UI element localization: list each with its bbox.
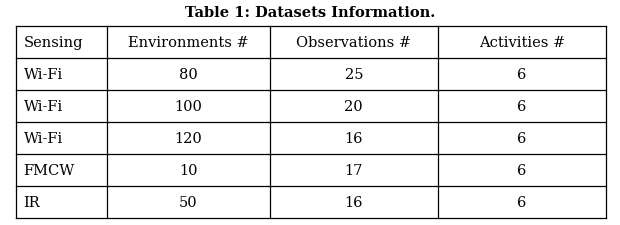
Text: 17: 17 (345, 164, 363, 177)
Text: 100: 100 (174, 100, 202, 114)
Text: Wi-Fi: Wi-Fi (24, 68, 63, 82)
Text: 10: 10 (179, 164, 198, 177)
Text: FMCW: FMCW (24, 164, 75, 177)
Text: Activities #: Activities # (479, 36, 565, 50)
Text: 6: 6 (518, 164, 527, 177)
Text: 120: 120 (174, 132, 202, 146)
Text: Table 1: Datasets Information.: Table 1: Datasets Information. (185, 6, 435, 20)
Text: 25: 25 (345, 68, 363, 82)
Text: 20: 20 (345, 100, 363, 114)
Text: Wi-Fi: Wi-Fi (24, 132, 63, 146)
Text: 6: 6 (518, 132, 527, 146)
Text: 80: 80 (179, 68, 198, 82)
Text: IR: IR (24, 195, 40, 209)
Text: 50: 50 (179, 195, 198, 209)
Text: 16: 16 (345, 132, 363, 146)
Text: 6: 6 (518, 68, 527, 82)
Text: 6: 6 (518, 195, 527, 209)
Text: Sensing: Sensing (24, 36, 83, 50)
Text: Wi-Fi: Wi-Fi (24, 100, 63, 114)
Text: 6: 6 (518, 100, 527, 114)
Text: Observations #: Observations # (296, 36, 411, 50)
Text: 16: 16 (345, 195, 363, 209)
Text: Environments #: Environments # (128, 36, 249, 50)
